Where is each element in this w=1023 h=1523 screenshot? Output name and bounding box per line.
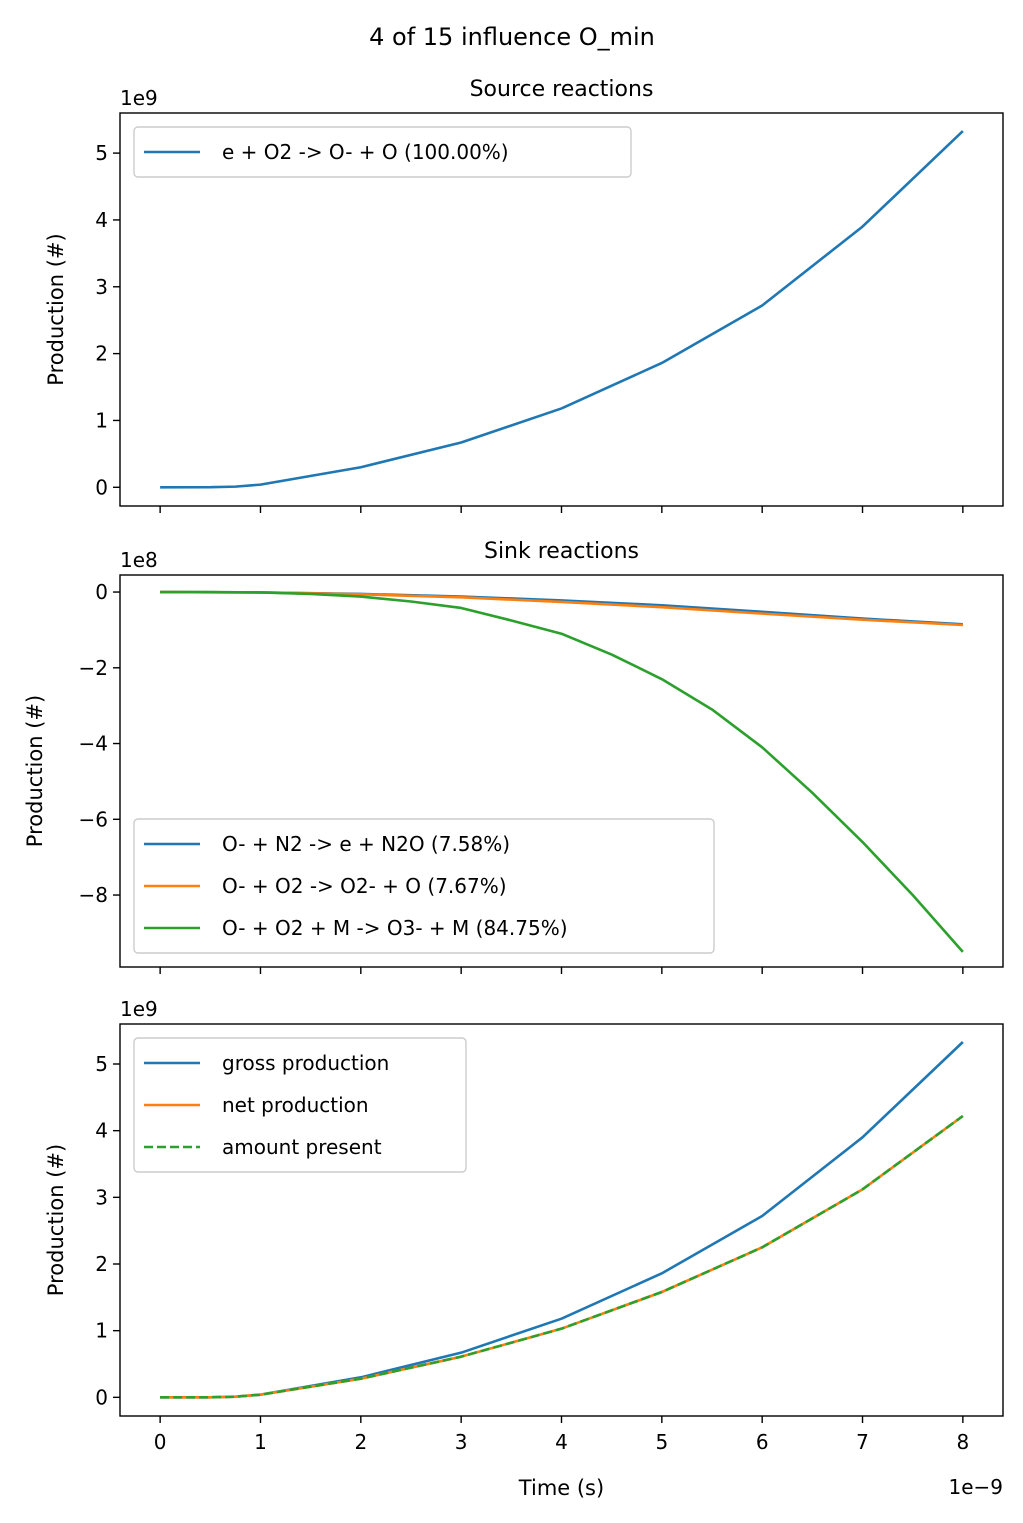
y-tick-label: 0 bbox=[95, 580, 108, 604]
legend-label-2: net production bbox=[222, 1093, 369, 1117]
series-line-3 bbox=[160, 1114, 964, 1399]
chart-title: Sink reactions bbox=[484, 539, 639, 564]
y-axis-label: Production (#) bbox=[44, 1144, 68, 1296]
y-offset-label: 1e8 bbox=[120, 548, 158, 572]
y-tick-label: 5 bbox=[95, 1052, 108, 1076]
y-tick-label: 1 bbox=[95, 408, 108, 432]
y-tick-label: −2 bbox=[79, 656, 108, 680]
x-tick-label: 3 bbox=[455, 1430, 468, 1454]
y-tick-label: −4 bbox=[79, 732, 108, 756]
x-tick-label: 4 bbox=[555, 1430, 568, 1454]
x-tick-label: 7 bbox=[856, 1430, 869, 1454]
y-offset-label: 1e9 bbox=[120, 997, 158, 1021]
y-tick-label: 0 bbox=[95, 1385, 108, 1409]
x-offset-label: 1e−9 bbox=[948, 1475, 1003, 1499]
x-tick-label: 6 bbox=[756, 1430, 769, 1454]
y-tick-label: 5 bbox=[95, 141, 108, 165]
legend-label-1: O- + N2 -> e + N2O (7.58%) bbox=[222, 832, 510, 856]
legend-box bbox=[133, 818, 715, 954]
y-tick-label: 4 bbox=[95, 1119, 108, 1143]
chart-panel-2: Sink reactions 0 −2 −4 −6 −8 1e8 Production (#)… bbox=[23, 539, 1004, 974]
legend: gross production net production amount pre… bbox=[133, 1037, 467, 1173]
legend-box bbox=[133, 126, 632, 178]
legend: O- + N2 -> e + N2O (7.58%) O- + O2 -> O2-… bbox=[133, 818, 715, 954]
y-axis-label: Production (#) bbox=[44, 233, 68, 385]
y-tick-label: 4 bbox=[95, 208, 108, 232]
y-axis-label: Production (#) bbox=[23, 695, 47, 847]
chart-panels: Source reactions 0 1 2 3 4 5 1e9 Production (#) e… bbox=[23, 77, 1004, 1500]
y-tick-label: −6 bbox=[79, 807, 108, 831]
x-tick-label: 0 bbox=[154, 1430, 167, 1454]
y-tick-label: 1 bbox=[95, 1319, 108, 1343]
chart-title: Source reactions bbox=[470, 77, 654, 102]
y-offset-label: 1e9 bbox=[120, 86, 158, 110]
series-line-3 bbox=[160, 590, 964, 953]
figure-suptitle: 4 of 15 influence O_min bbox=[369, 23, 655, 51]
legend-box bbox=[133, 1037, 467, 1173]
legend-label-1: gross production bbox=[222, 1051, 389, 1075]
x-tick-label: 5 bbox=[655, 1430, 668, 1454]
x-axis-label: Time (s) bbox=[518, 1476, 604, 1500]
x-tick-label: 8 bbox=[956, 1430, 969, 1454]
y-tick-label: 3 bbox=[95, 1185, 108, 1209]
chart-panel-1: Source reactions 0 1 2 3 4 5 1e9 Production (#) e… bbox=[44, 77, 1004, 513]
legend: e + O2 -> O- + O (100.00%) bbox=[133, 126, 632, 178]
y-tick-label: −8 bbox=[79, 883, 108, 907]
x-tick-label: 1 bbox=[254, 1430, 267, 1454]
legend-label-3: amount present bbox=[222, 1135, 382, 1159]
y-tick-label: 3 bbox=[95, 275, 108, 299]
y-tick-label: 2 bbox=[95, 342, 108, 366]
legend-label-2: O- + O2 -> O2- + O (7.67%) bbox=[222, 874, 507, 898]
y-tick-label: 0 bbox=[95, 475, 108, 499]
legend-label-1: e + O2 -> O- + O (100.00%) bbox=[222, 140, 509, 164]
x-tick-label: 2 bbox=[354, 1430, 367, 1454]
chart-panel-3: 0 1 2 3 4 5 0 1 2 3 4 5 6 7 8 1e9 1e−9 Production (#) Time… bbox=[44, 997, 1004, 1500]
y-tick-label: 2 bbox=[95, 1252, 108, 1276]
legend-label-3: O- + O2 + M -> O3- + M (84.75%) bbox=[222, 916, 568, 940]
series-line-1 bbox=[160, 130, 964, 489]
